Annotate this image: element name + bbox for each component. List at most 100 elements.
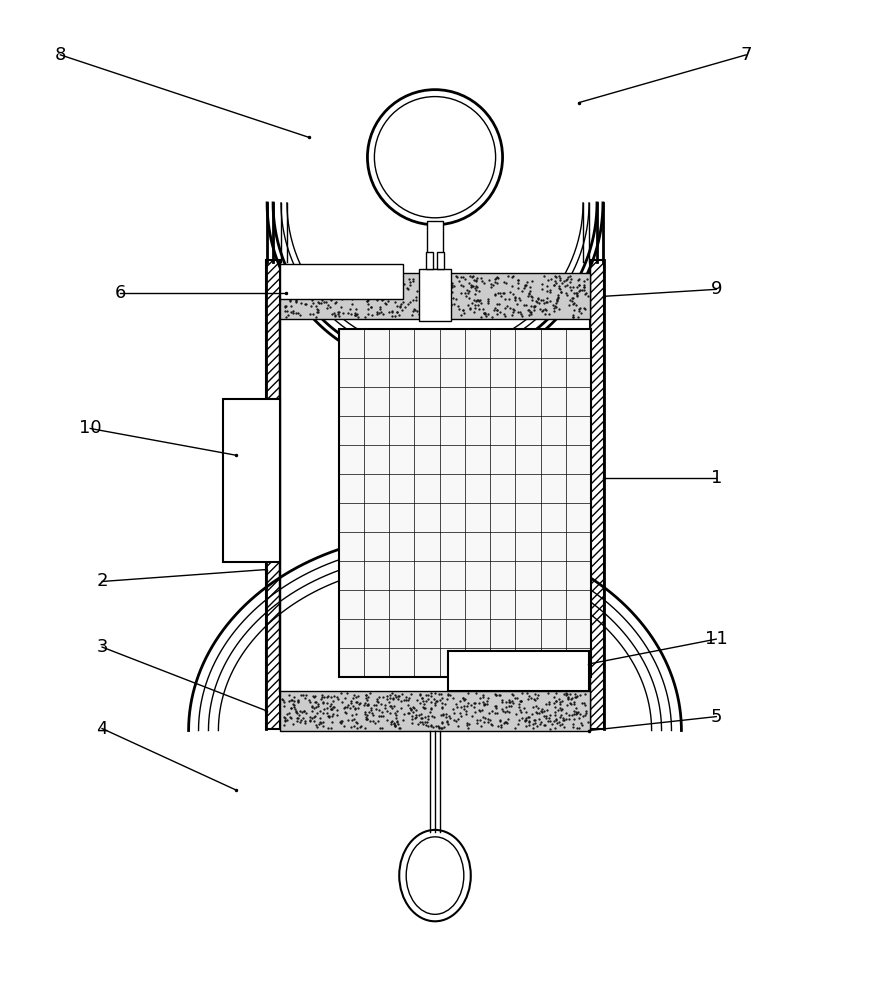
Point <box>512 696 526 712</box>
Text: 3: 3 <box>97 638 108 656</box>
Point <box>456 302 469 318</box>
Point <box>519 297 533 313</box>
Point <box>512 290 526 306</box>
Point <box>338 704 352 720</box>
Point <box>429 290 442 306</box>
Point <box>560 277 574 293</box>
Point <box>289 278 303 294</box>
Point <box>571 272 584 288</box>
Point <box>348 700 361 716</box>
Point <box>284 700 298 716</box>
Point <box>402 692 415 708</box>
Point <box>294 712 308 728</box>
Point <box>467 695 481 711</box>
Point <box>314 280 328 296</box>
Point <box>281 705 295 721</box>
Point <box>502 692 516 708</box>
Point <box>469 297 483 313</box>
Point <box>414 710 428 726</box>
Point <box>557 719 571 735</box>
Point <box>490 687 503 703</box>
Bar <box>437 252 444 269</box>
Point <box>289 294 303 310</box>
Point <box>433 692 447 708</box>
Point <box>476 694 490 710</box>
Point <box>372 708 386 724</box>
Point <box>351 309 365 325</box>
Point <box>506 301 520 317</box>
Point <box>476 709 490 725</box>
Point <box>388 718 402 734</box>
Point <box>393 299 407 315</box>
Point <box>382 281 396 297</box>
Point <box>361 274 375 290</box>
Point <box>572 277 586 293</box>
Point <box>345 291 359 307</box>
Point <box>381 304 395 320</box>
Point <box>343 301 357 317</box>
Point <box>537 306 551 322</box>
Point <box>434 686 448 702</box>
Point <box>303 713 317 729</box>
Point <box>474 309 488 325</box>
Point <box>424 694 438 710</box>
Point <box>394 282 408 298</box>
Point <box>418 709 432 725</box>
Point <box>505 307 519 323</box>
Point <box>506 695 520 711</box>
Point <box>564 271 578 287</box>
Point <box>373 301 387 317</box>
Point <box>499 699 513 715</box>
Point <box>562 711 576 727</box>
Point <box>366 707 380 723</box>
Point <box>562 297 576 313</box>
Point <box>391 691 405 707</box>
Point <box>454 699 468 715</box>
Point <box>348 305 361 321</box>
Point <box>525 706 539 722</box>
Point <box>370 306 384 322</box>
Point <box>502 694 516 710</box>
Point <box>547 277 561 293</box>
Point <box>298 715 312 731</box>
Point <box>315 718 329 734</box>
Point <box>521 302 535 318</box>
Point <box>406 699 420 715</box>
Point <box>458 285 472 301</box>
Text: 5: 5 <box>711 708 722 726</box>
Point <box>374 304 388 320</box>
Point <box>426 308 440 324</box>
Point <box>419 717 433 733</box>
Point <box>529 704 543 720</box>
Bar <box>223 399 280 562</box>
Point <box>523 279 537 295</box>
Point <box>577 708 591 724</box>
Point <box>489 687 503 703</box>
Point <box>321 708 335 724</box>
Point <box>306 698 320 714</box>
Point <box>311 304 325 320</box>
Point <box>460 698 474 714</box>
Point <box>412 306 426 322</box>
Point <box>320 695 334 711</box>
Point <box>338 700 352 716</box>
Point <box>349 301 363 317</box>
Point <box>520 685 534 701</box>
Point <box>354 290 368 306</box>
Point <box>550 287 564 303</box>
Point <box>508 289 522 305</box>
Point <box>492 296 506 312</box>
Point <box>499 275 513 291</box>
Point <box>526 716 540 732</box>
Point <box>518 277 532 293</box>
Point <box>298 296 312 312</box>
Point <box>350 720 364 736</box>
Point <box>553 272 567 288</box>
Point <box>313 710 327 726</box>
Point <box>394 296 408 312</box>
Point <box>352 280 366 296</box>
Point <box>310 301 324 317</box>
Point <box>552 714 566 730</box>
Point <box>516 685 530 701</box>
Point <box>392 307 406 323</box>
